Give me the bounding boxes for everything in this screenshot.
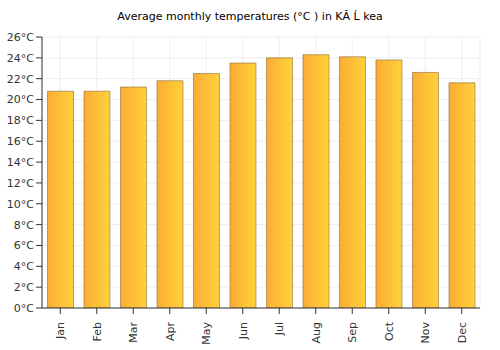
svg-text:Dec: Dec (456, 322, 469, 343)
svg-text:24°C: 24°C (8, 52, 34, 65)
svg-text:22°C: 22°C (8, 73, 34, 86)
html-text:Average monthly temperatures (: Average monthly temperatures (°C ) in KĂ… (117, 10, 383, 23)
svg-text:0°C: 0°C (14, 302, 34, 315)
svg-text:Mar: Mar (127, 322, 140, 343)
svg-text:Aug: Aug (310, 322, 323, 343)
svg-text:Sep: Sep (346, 322, 359, 343)
svg-text:10°C: 10°C (8, 198, 34, 211)
svg-text:12°C: 12°C (8, 177, 34, 190)
svg-text:8°C: 8°C (14, 219, 34, 232)
svg-text:Jul: Jul (273, 322, 286, 336)
svg-text:Jun: Jun (237, 322, 250, 340)
svg-text:Jan: Jan (54, 322, 67, 340)
svg-text:Nov: Nov (419, 322, 432, 344)
svg-text:May: May (200, 322, 213, 345)
svg-text:20°C: 20°C (8, 93, 34, 106)
svg-text:2°C: 2°C (14, 281, 34, 294)
svg-text:4°C: 4°C (14, 260, 34, 273)
svg-text:14°C: 14°C (8, 156, 34, 169)
svg-text:26°C: 26°C (8, 31, 34, 44)
svg-text:16°C: 16°C (8, 135, 34, 148)
svg-text:Apr: Apr (164, 322, 177, 342)
svg-text:Oct: Oct (383, 321, 396, 341)
svg-text:Feb: Feb (91, 322, 104, 341)
svg-text:6°C: 6°C (14, 239, 34, 252)
svg-text:18°C: 18°C (8, 114, 34, 127)
